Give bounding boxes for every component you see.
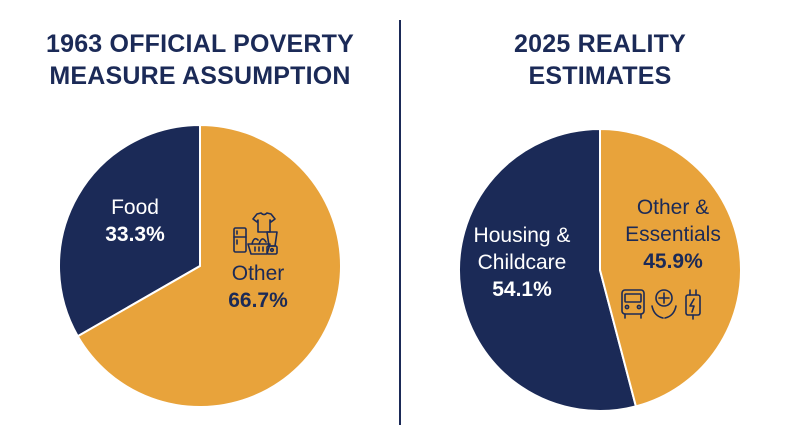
pie-chart-2025: Housing & Childcare 54.1% Other & Essentials…	[458, 127, 742, 412]
slice-label: Other	[232, 262, 285, 285]
shirt-icon	[252, 212, 276, 233]
chart-title-2025: 2025 REALITY ESTIMATES	[400, 28, 800, 92]
slice-value-label: 66.7%	[228, 289, 288, 312]
blender-icon	[266, 231, 278, 255]
title-line: MEASURE ASSUMPTION	[49, 62, 351, 90]
slice-label: Food	[111, 196, 159, 219]
title-line: ESTIMATES	[528, 62, 672, 90]
chart-panel-2025: 2025 REALITY ESTIMATES Housing & Childcar…	[400, 0, 800, 447]
slice-icons	[621, 289, 701, 320]
slice-value-label: 45.9%	[643, 250, 703, 273]
slice-icons	[233, 212, 278, 255]
slice-value-label: 33.3%	[105, 223, 165, 246]
chart-title-1963: 1963 OFFICIAL POVERTY MEASURE ASSUMPTION	[0, 28, 400, 92]
slice-label: Housing & Childcare	[474, 224, 571, 274]
pie-slice	[599, 127, 742, 408]
pie-chart-1963: Food 33.3% Other 66.7%	[58, 123, 342, 408]
title-line: 1963 OFFICIAL POVERTY	[46, 30, 354, 58]
chart-panel-1963: 1963 OFFICIAL POVERTY MEASURE ASSUMPTION…	[0, 28, 400, 408]
title-line: 2025 REALITY	[514, 30, 686, 58]
pie-slice	[58, 123, 201, 338]
pie-slice	[458, 127, 638, 412]
pie-slice	[76, 123, 342, 408]
panel-divider	[399, 20, 401, 425]
healthcare-icon	[651, 289, 677, 319]
bus-icon	[621, 289, 645, 319]
slice-value-label: 54.1%	[492, 278, 552, 301]
fridge-icon	[233, 227, 247, 253]
slice-label: Other & Essentials	[625, 196, 721, 246]
electricity-plug-icon	[685, 289, 701, 320]
